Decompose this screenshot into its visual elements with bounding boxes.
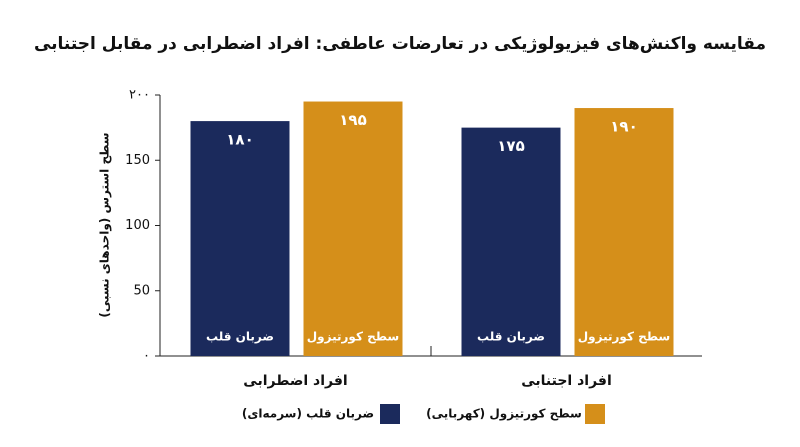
bar [190, 121, 290, 356]
bar-label: سطح کورتیزول [578, 330, 670, 345]
bar [574, 108, 674, 356]
bar [303, 101, 403, 357]
y-tick-label: 100 [125, 218, 150, 233]
value-label: ۱۸۰ [226, 131, 253, 149]
bar [461, 127, 561, 356]
bar-label: ضربان قلب [206, 330, 274, 344]
legend-label: سطح کورتیزول (کهربایی) [426, 407, 582, 422]
y-tick-label: 150 [125, 153, 150, 168]
y-axis-label: سطح استرس (واحدهای نسبی) [98, 132, 113, 317]
legend-swatch [380, 404, 400, 424]
legend-swatch [585, 404, 605, 424]
value-label: ۱۹۵ [339, 111, 366, 129]
chart-title: مقایسه واکنش‌های فیزیولوژیکی در تعارضات … [34, 34, 766, 54]
value-label: ۱۹۰ [610, 118, 637, 136]
bar-label: سطح کورتیزول [307, 330, 399, 345]
x-tick-label: افراد اجتنابی [521, 373, 612, 389]
value-label: ۱۷۵ [497, 137, 524, 155]
y-tick-label: 50 [133, 283, 150, 298]
y-tick-label: ۲۰۰ [129, 88, 150, 103]
y-tick-label: ۰ [143, 349, 150, 364]
bar-label: ضربان قلب [477, 330, 545, 344]
legend-label: ضربان قلب (سرمه‌ای) [242, 407, 374, 421]
x-tick-label: افراد اضطرابی [243, 373, 347, 389]
